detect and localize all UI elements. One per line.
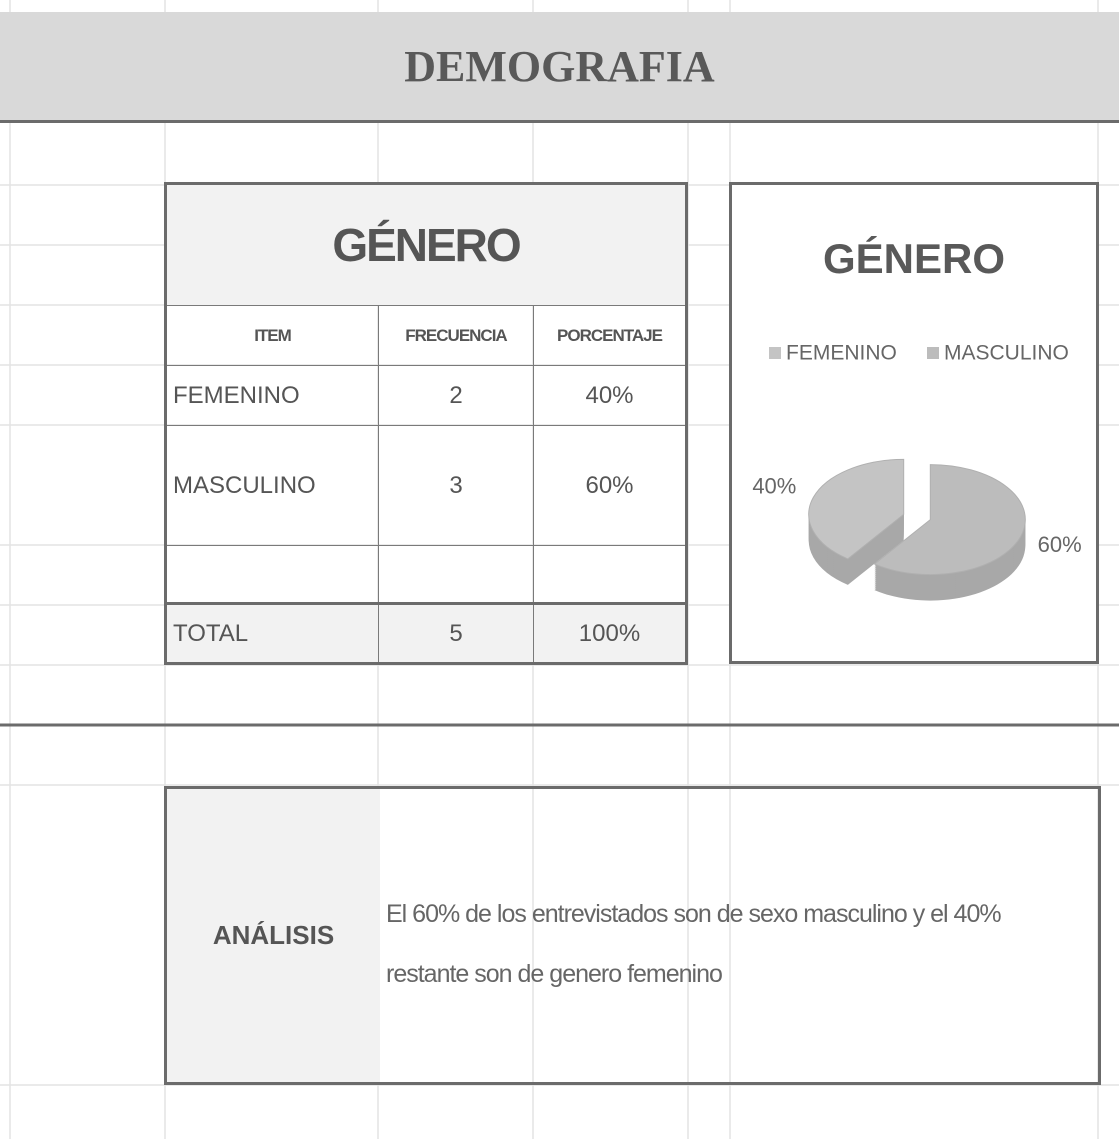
legend-label: MASCULINO xyxy=(944,342,1069,365)
cell: 2 xyxy=(378,365,534,426)
sheet-title: DEMOGRAFIA xyxy=(0,12,1119,123)
column-header: PORCENTAJE xyxy=(533,305,687,366)
cell: 3 xyxy=(378,425,534,546)
legend-swatch xyxy=(769,347,781,359)
cell: MASCULINO xyxy=(165,425,379,546)
analysis-box: ANÁLISIS El 60% de los entrevistados son… xyxy=(164,786,1101,1085)
total-cell: TOTAL xyxy=(165,603,379,664)
total-cell: 5 xyxy=(378,603,534,664)
cell: FEMENINO xyxy=(165,365,379,426)
empty-cell xyxy=(165,545,379,604)
total-cell: 100% xyxy=(533,603,687,664)
chart-title: GÉNERO xyxy=(823,235,1005,282)
table-title: GÉNERO xyxy=(165,183,687,306)
pie-chart: GÉNERO FEMENINO MASCULINO 40% 60% xyxy=(729,182,1099,664)
cell: 40% xyxy=(533,365,687,426)
analysis-label: ANÁLISIS xyxy=(167,789,380,1082)
legend-swatch xyxy=(927,347,939,359)
empty-cell xyxy=(378,545,534,604)
gender-table: GÉNERO ITEM FRECUENCIA PORCENTAJE FEMENINO… xyxy=(164,182,688,665)
pie-slice xyxy=(873,464,1026,576)
cell: 60% xyxy=(533,425,687,546)
data-label: 60% xyxy=(1038,532,1082,557)
empty-cell xyxy=(533,545,687,604)
column-header: ITEM xyxy=(165,305,379,366)
legend-label: FEMENINO xyxy=(786,342,897,365)
data-label: 40% xyxy=(752,473,796,498)
column-header: FRECUENCIA xyxy=(378,305,534,366)
analysis-text: El 60% de los entrevistados son de sexo … xyxy=(386,900,1002,988)
pie-slice xyxy=(808,458,905,560)
